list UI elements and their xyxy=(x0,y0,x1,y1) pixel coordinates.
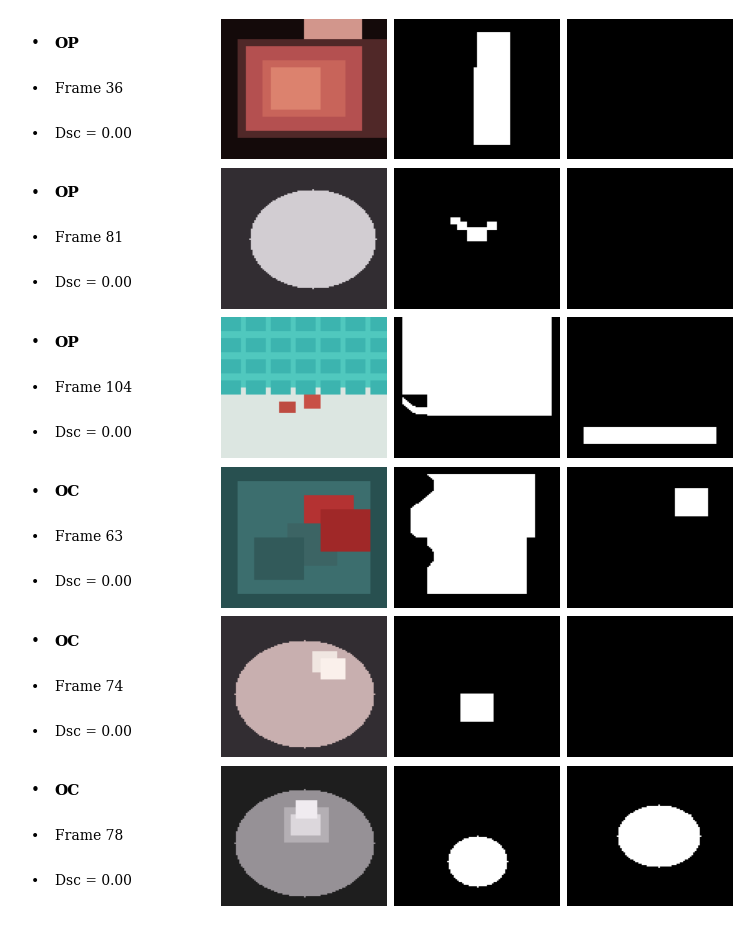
Text: Frame 78: Frame 78 xyxy=(55,829,123,843)
Text: Dsc = 0.00: Dsc = 0.00 xyxy=(55,724,132,739)
Text: •: • xyxy=(31,575,39,589)
Text: Dsc = 0.00: Dsc = 0.00 xyxy=(55,127,132,142)
Text: •: • xyxy=(31,277,39,290)
Text: OC: OC xyxy=(55,485,80,500)
Text: •: • xyxy=(31,634,40,649)
Text: OP: OP xyxy=(55,186,79,201)
Text: OP: OP xyxy=(55,336,79,350)
Text: •: • xyxy=(31,36,40,52)
Text: OP: OP xyxy=(55,37,79,51)
Text: •: • xyxy=(31,530,39,544)
Text: •: • xyxy=(31,127,39,142)
Text: Frame 63: Frame 63 xyxy=(55,530,123,544)
Text: Frame 81: Frame 81 xyxy=(55,231,123,245)
Text: OC: OC xyxy=(55,635,80,648)
Text: •: • xyxy=(31,335,40,351)
Text: •: • xyxy=(31,82,39,96)
Text: Dsc = 0.00: Dsc = 0.00 xyxy=(55,277,132,290)
Text: •: • xyxy=(31,724,39,739)
Text: OC: OC xyxy=(55,783,80,798)
Text: Frame 74: Frame 74 xyxy=(55,680,123,694)
Text: Dsc = 0.00: Dsc = 0.00 xyxy=(55,575,132,589)
Text: •: • xyxy=(31,680,39,694)
Text: Frame 104: Frame 104 xyxy=(55,381,132,395)
Text: •: • xyxy=(31,874,39,888)
Text: •: • xyxy=(31,231,39,245)
Text: Dsc = 0.00: Dsc = 0.00 xyxy=(55,874,132,888)
Text: •: • xyxy=(31,485,40,500)
Text: •: • xyxy=(31,829,39,843)
Text: •: • xyxy=(31,186,40,201)
Text: Frame 36: Frame 36 xyxy=(55,82,123,96)
Text: Dsc = 0.00: Dsc = 0.00 xyxy=(55,426,132,440)
Text: •: • xyxy=(31,426,39,440)
Text: •: • xyxy=(31,381,39,395)
Text: •: • xyxy=(31,783,40,798)
